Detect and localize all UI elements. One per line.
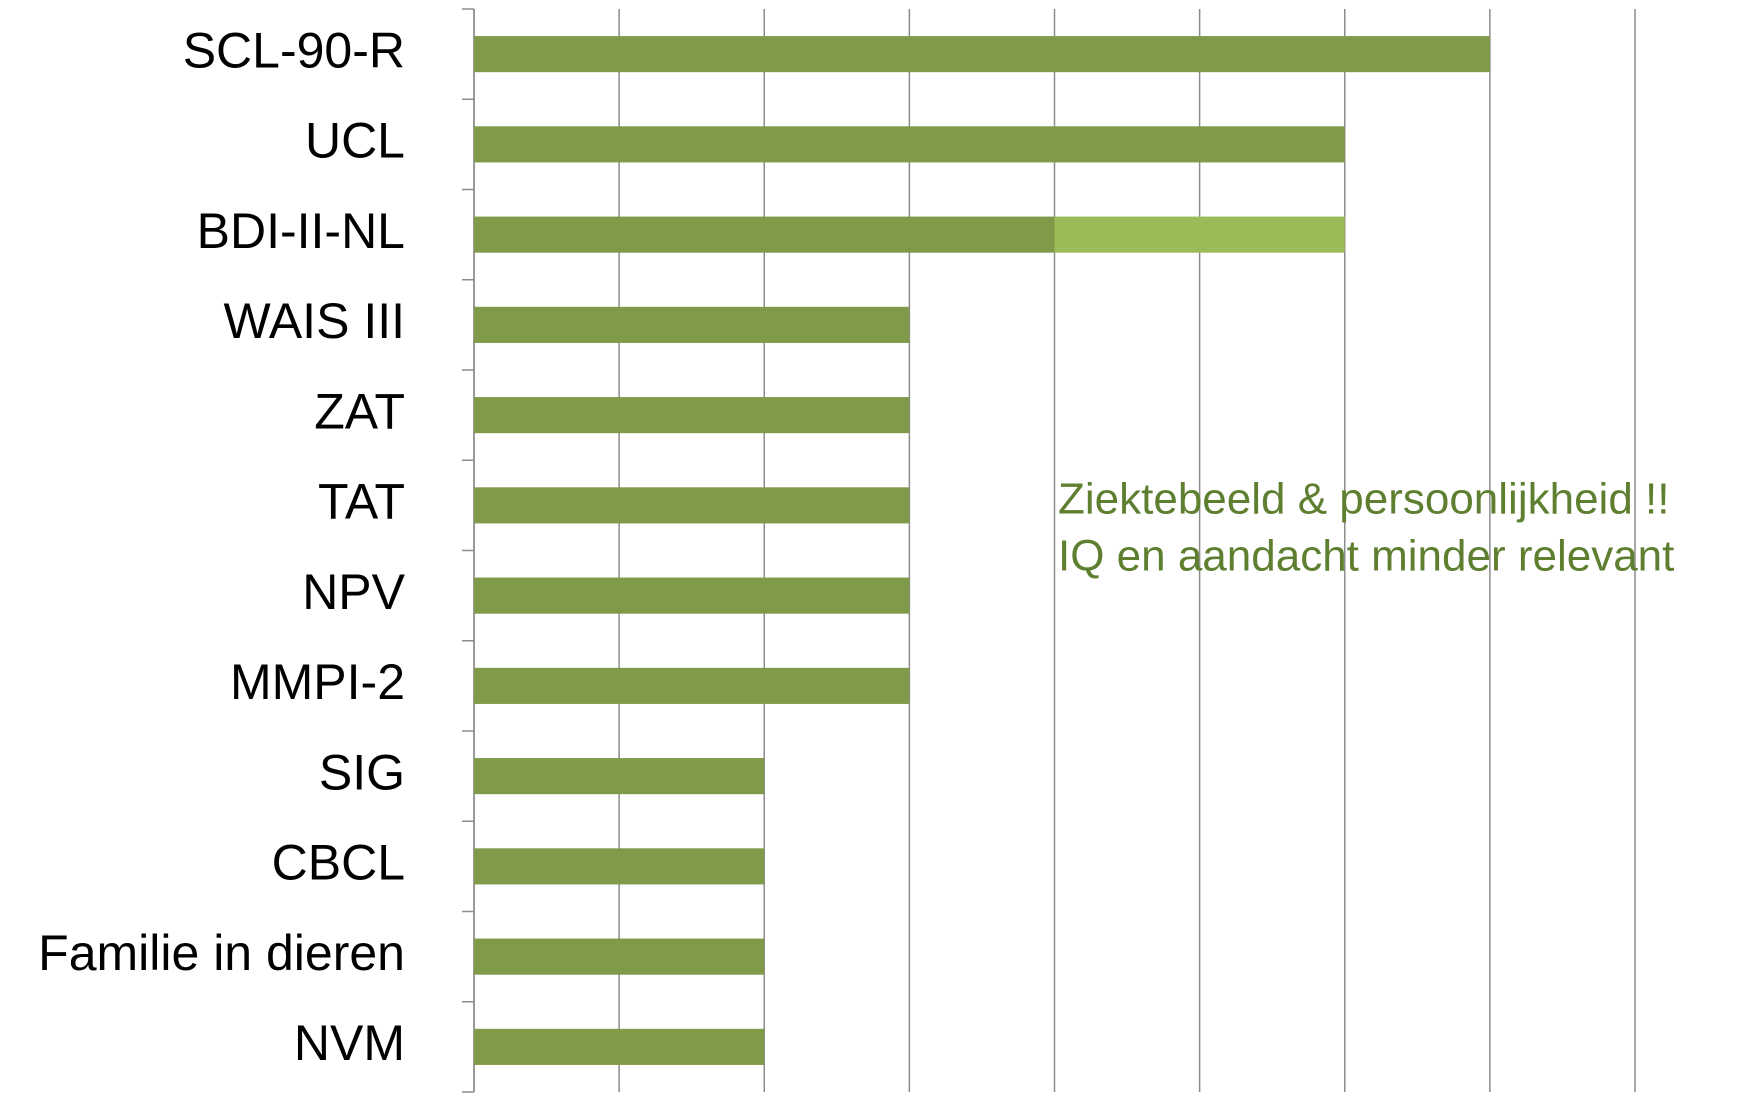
y-tick-label: SIG [319,744,405,800]
y-tick-label: UCL [305,113,405,169]
bar [1054,216,1345,253]
annotation: IQ en aandacht minder relevant [1058,532,1674,581]
y-tick-label: TAT [318,474,405,530]
y-tick-label: ZAT [314,383,405,439]
annotation: Ziektebeeld & persoonlijkheid !! [1058,475,1669,524]
y-tick-label: BDI-II-NL [197,203,405,259]
bar [474,216,1055,253]
bar [474,848,765,885]
y-tick-label: Familie in dieren [38,925,405,981]
bar [474,397,910,434]
bar [474,306,910,343]
y-tick-label: MMPI-2 [230,654,405,710]
bar [474,1028,765,1065]
y-tick-label: NVM [294,1015,405,1071]
y-tick-label: WAIS III [224,293,406,349]
y-tick-label: SCL-90-R [183,22,405,78]
bar [474,487,910,524]
bar [474,938,765,975]
bar [474,126,1345,163]
bar [474,577,910,614]
y-tick-label: CBCL [272,835,405,891]
bar [474,36,1490,73]
y-tick-label: NPV [302,564,405,620]
bar [474,667,910,704]
bar [474,758,765,795]
